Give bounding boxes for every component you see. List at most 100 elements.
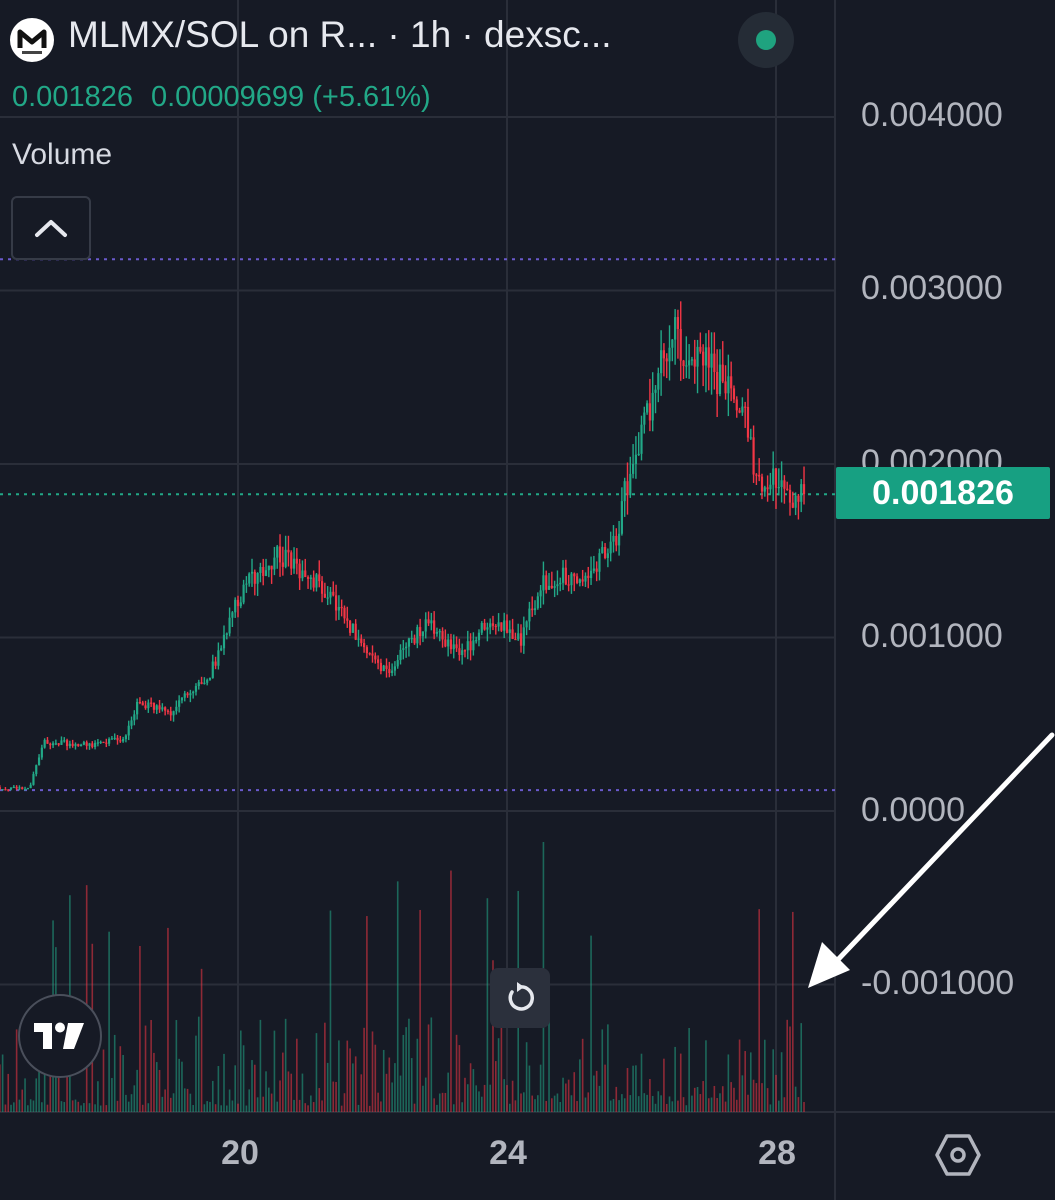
volume-bar [668,1096,671,1112]
candle-body [615,535,618,546]
candle-body [144,705,147,709]
volume-bar [192,1105,194,1112]
status-indicator-button[interactable] [738,12,794,68]
candle-body [152,702,156,710]
candle-body [393,666,397,671]
chart-title[interactable]: MLMX/SOL on R... · 1h · dexsc... [68,14,612,55]
candle-body [794,495,797,508]
volume-bar [763,1039,766,1112]
volume-bar [430,1017,433,1112]
candle-body [589,570,593,578]
candle-body [424,619,427,632]
volume-bar [127,1101,130,1112]
volume-bar [537,1095,539,1112]
candle-body [29,784,32,788]
candle-body [91,743,94,748]
volume-bar [83,1103,85,1112]
candle-body [536,596,539,609]
candle-body [108,738,111,744]
candle-body [43,739,46,748]
candle-body [278,546,282,563]
volume-bar [458,1045,461,1112]
volume-bar [63,1102,66,1112]
candle-body [306,577,310,579]
volume-bar [220,1105,222,1112]
volume-bar [380,1101,382,1112]
volume-bar [259,1019,262,1112]
volume-bar [727,1054,730,1112]
mlmx-exchange-logo-icon[interactable] [10,18,54,62]
candle-body [320,581,324,594]
candle-body [284,549,287,567]
candle-body [65,740,69,747]
chart-header: MLMX/SOL on R... · 1h · dexsc... [0,0,835,80]
volume-bar [77,1101,80,1112]
candle-body [119,740,122,742]
candle-body [777,486,780,489]
candle-body [578,579,581,583]
candle-body [231,612,234,618]
candle-body [220,648,223,651]
volume-bar [332,1081,335,1112]
volume-bar [396,881,399,1112]
candle-body [46,739,49,744]
volume-bar [4,1104,7,1112]
candle-body [262,566,265,576]
volume-bar [562,1077,564,1112]
price-axis-label: 0.0000 [861,791,965,829]
volume-bar [298,1099,301,1112]
candle-body [763,487,766,492]
candle-body [587,575,590,578]
candle-body [236,599,240,607]
candle-body [315,574,318,588]
tradingview-logo-button[interactable] [18,994,102,1078]
volume-bar [679,1053,682,1112]
volume-bar [671,1101,674,1112]
volume-bar [113,1034,116,1112]
candle-body [741,406,744,413]
volume-indicator-label[interactable]: Volume [12,138,113,171]
volume-bar [276,1101,279,1112]
volume-bar [478,1091,480,1112]
collapse-legend-button[interactable] [11,196,91,260]
candle-body [60,740,63,745]
candle-body [290,552,293,569]
candle-body [786,488,789,490]
candle-body [234,599,237,613]
volume-bar [388,1057,391,1112]
volume-bar [144,1025,147,1112]
volume-bar [371,1031,374,1112]
candle-body [640,424,643,454]
volume-bar [240,1030,242,1112]
volume-bar [570,1095,573,1112]
volume-bar [705,1040,707,1112]
candle-body [455,644,458,649]
chart-settings-button[interactable] [933,1130,983,1180]
candle-body [141,702,144,706]
volume-bar [693,1087,696,1112]
volume-bar [735,1099,738,1112]
candle-body [32,774,35,785]
candle-body [797,495,800,502]
candle-body [570,573,573,586]
candle-body [340,606,343,609]
candle-body [410,638,413,640]
volume-bar [797,1097,800,1112]
volume-bar [161,1096,164,1112]
volume-bar [744,1051,746,1112]
candle-body [475,640,478,642]
volume-bar [167,927,169,1112]
volume-bar [360,1074,363,1112]
candle-body [332,591,335,596]
volume-bar [150,1019,152,1112]
reset-chart-button[interactable] [490,968,550,1028]
candle-body [626,481,629,496]
volume-bar [410,1058,413,1112]
candle-body [662,350,666,359]
candle-body [497,622,500,627]
volume-bar [469,1063,472,1112]
volume-bar [696,1086,699,1112]
volume-bar [312,1102,315,1112]
candle-body [189,693,192,696]
